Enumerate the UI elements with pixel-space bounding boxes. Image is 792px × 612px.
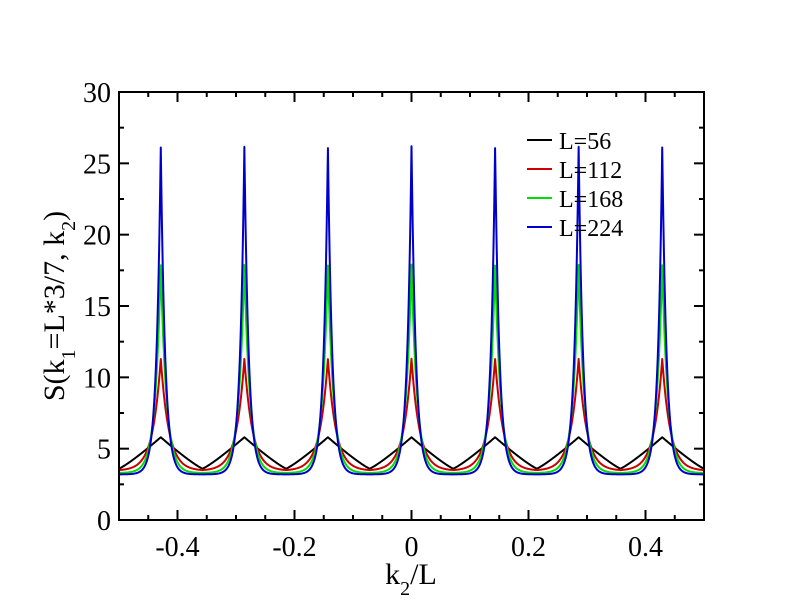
x-axis-label: k2/L [385, 558, 437, 600]
y-tick-label: 30 [83, 78, 111, 109]
legend-label: L=224 [559, 216, 623, 242]
y-axis-label: S(k1=L*3/7, k2) [38, 211, 80, 401]
y-tick-label: 25 [83, 149, 111, 180]
legend-label: L=112 [559, 158, 622, 184]
x-tick-label: -0.2 [272, 532, 316, 563]
series-layer [118, 145, 705, 476]
series-line-l224 [118, 145, 705, 476]
ticks-layer [118, 91, 705, 521]
x-tick-label: 0.4 [628, 532, 663, 563]
series-line-l112 [118, 357, 705, 472]
legend-label: L=168 [559, 187, 623, 213]
x-tick-label: -0.4 [155, 532, 199, 563]
series-line-l168 [118, 263, 705, 474]
legend-label: L=56 [559, 129, 611, 155]
tick-labels: -0.4 -0.2 0 0.2 0.4 0 5 10 15 20 25 30 [83, 78, 663, 563]
legend: L=56 L=112 L=168 L=224 [527, 129, 623, 242]
y-tick-label: 20 [83, 221, 111, 252]
x-tick-label: 0.2 [511, 532, 546, 563]
y-tick-label: 10 [83, 363, 111, 394]
x-tick-label: 0 [405, 532, 419, 563]
series-line-l56 [118, 436, 705, 470]
y-tick-label: 5 [97, 435, 111, 466]
y-tick-label: 0 [97, 506, 111, 537]
y-tick-label: 15 [83, 292, 111, 323]
